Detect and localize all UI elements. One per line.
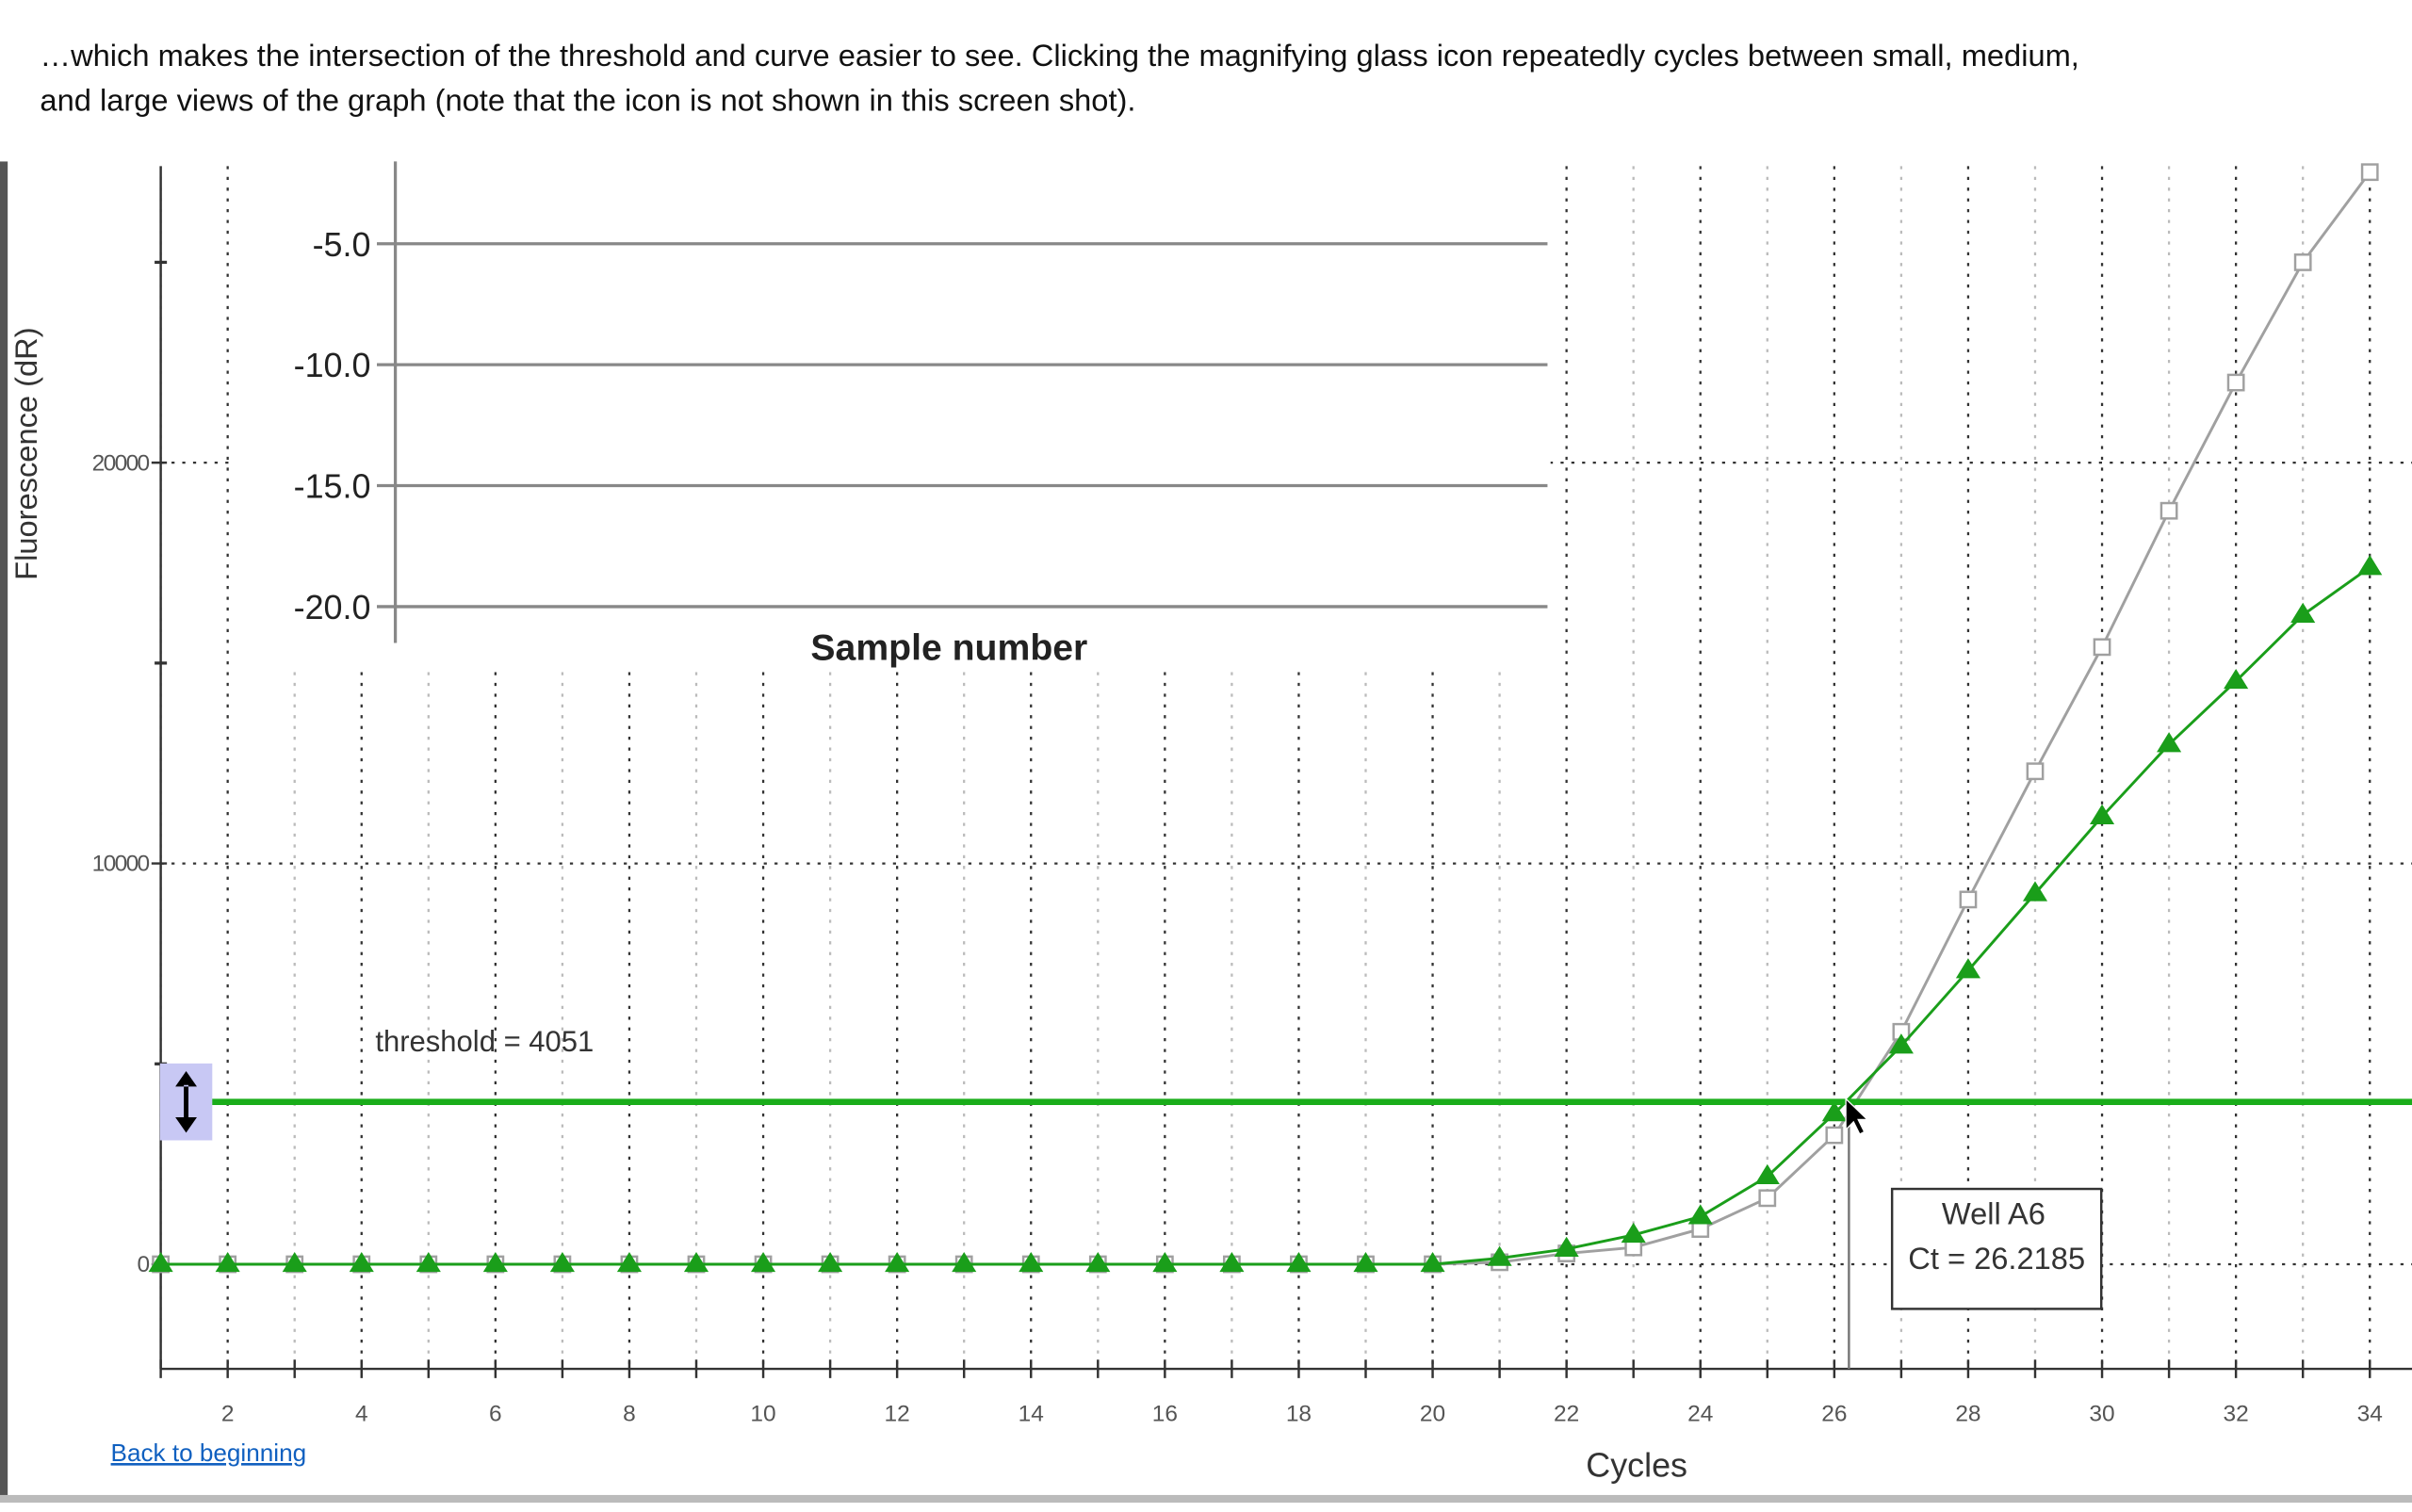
paragraph-line: …which makes the intersection of the thr…	[40, 38, 2078, 73]
inset-y-tick-label: -5.0	[313, 225, 371, 264]
data-point	[2093, 638, 2111, 657]
x-tick-label: 20	[1420, 1402, 1445, 1427]
x-tick-label: 10	[750, 1402, 775, 1427]
data-point	[1420, 1251, 1445, 1273]
inset-y-tick-label: -10.0	[294, 346, 371, 384]
x-tick-label: 28	[1955, 1402, 1980, 1427]
data-point	[1286, 1251, 1312, 1273]
inset-x-axis-label: Sample number	[810, 627, 1087, 668]
data-point	[482, 1251, 508, 1273]
data-point	[683, 1251, 709, 1273]
amplification-plot: 2 4 6 8 10 12 14 16 18 20 22 24 26 28 30 32 340100002000…	[8, 163, 2412, 1484]
threshold-label: threshold = 4051	[375, 1025, 594, 1058]
data-point	[1888, 1033, 1914, 1054]
back-link[interactable]: Back to beginning	[111, 1439, 307, 1467]
data-point	[1687, 1204, 1713, 1225]
data-point	[2293, 253, 2312, 271]
x-tick-label: 12	[885, 1402, 910, 1427]
x-tick-label: 26	[1821, 1402, 1847, 1427]
y-tick-label: 10000	[92, 852, 150, 877]
data-point	[282, 1251, 307, 1273]
frame-shadow	[0, 1494, 2412, 1504]
data-point	[416, 1251, 441, 1273]
data-point	[1955, 958, 1981, 979]
x-tick-label: 2	[221, 1402, 235, 1427]
data-point	[1487, 1245, 1512, 1266]
data-point	[549, 1251, 575, 1273]
data-point	[1019, 1251, 1044, 1273]
data-point	[1353, 1251, 1378, 1273]
tooltip-ct: Ct = 26.2185	[1908, 1241, 2085, 1276]
inset-y-tick-label: -20.0	[294, 588, 371, 626]
x-tick-label: 6	[489, 1402, 502, 1427]
data-point	[215, 1251, 240, 1273]
data-point	[952, 1251, 977, 1273]
inset-chart: -5.0 -10.0 -15.0 -20.0 Sample number	[234, 156, 1551, 671]
paragraph-line: and large views of the graph (note that …	[40, 83, 1135, 118]
inset-background	[234, 156, 1551, 671]
x-tick-label: 24	[1687, 1402, 1713, 1427]
data-point	[2022, 881, 2048, 902]
x-tick-label: 16	[1152, 1402, 1178, 1427]
tooltip-well: Well A6	[1942, 1196, 2045, 1231]
x-tick-label: 32	[2224, 1402, 2249, 1427]
data-point	[750, 1251, 776, 1273]
x-tick-label: 30	[2089, 1402, 2114, 1427]
data-point	[2290, 602, 2316, 623]
data-point	[1152, 1251, 1178, 1273]
inset-y-tick-label: -15.0	[294, 467, 371, 506]
data-point	[148, 1251, 173, 1273]
data-point	[2159, 501, 2178, 520]
data-point	[1754, 1163, 1780, 1185]
data-point	[1959, 890, 1978, 909]
data-point	[2157, 732, 2182, 753]
x-tick-label: 18	[1286, 1402, 1312, 1427]
x-tick-label: 14	[1019, 1402, 1044, 1427]
data-point	[1758, 1189, 1777, 1208]
data-point	[616, 1251, 643, 1273]
data-point	[2360, 163, 2379, 182]
y-tick-label: 0	[138, 1252, 150, 1277]
y-tick-label: 20000	[92, 450, 150, 476]
data-point	[1085, 1251, 1111, 1273]
data-point	[1825, 1126, 1844, 1145]
frame-edge	[0, 161, 8, 1500]
x-tick-label: 8	[623, 1402, 636, 1427]
x-tick-label: 34	[2357, 1402, 2383, 1427]
data-point	[1621, 1222, 1646, 1244]
x-tick-label: 22	[1554, 1402, 1579, 1427]
cursor	[1845, 1097, 1869, 1135]
x-axis-label: Cycles	[1586, 1445, 1687, 1484]
data-point	[1219, 1251, 1245, 1273]
tooltip-box	[1890, 1187, 2103, 1310]
data-point	[1821, 1100, 1847, 1122]
data-point	[1554, 1236, 1579, 1258]
y-axis-label: Fluorescence (dR)	[8, 327, 43, 579]
data-point	[349, 1251, 374, 1273]
x-tick-label: 4	[355, 1402, 368, 1427]
data-point	[2224, 668, 2249, 690]
data-point	[2089, 804, 2115, 824]
data-point	[818, 1251, 843, 1273]
series-line	[160, 565, 2371, 1266]
data-point	[885, 1251, 910, 1273]
data-point	[2357, 555, 2383, 576]
data-point	[2226, 373, 2245, 392]
data-point	[2026, 762, 2045, 781]
